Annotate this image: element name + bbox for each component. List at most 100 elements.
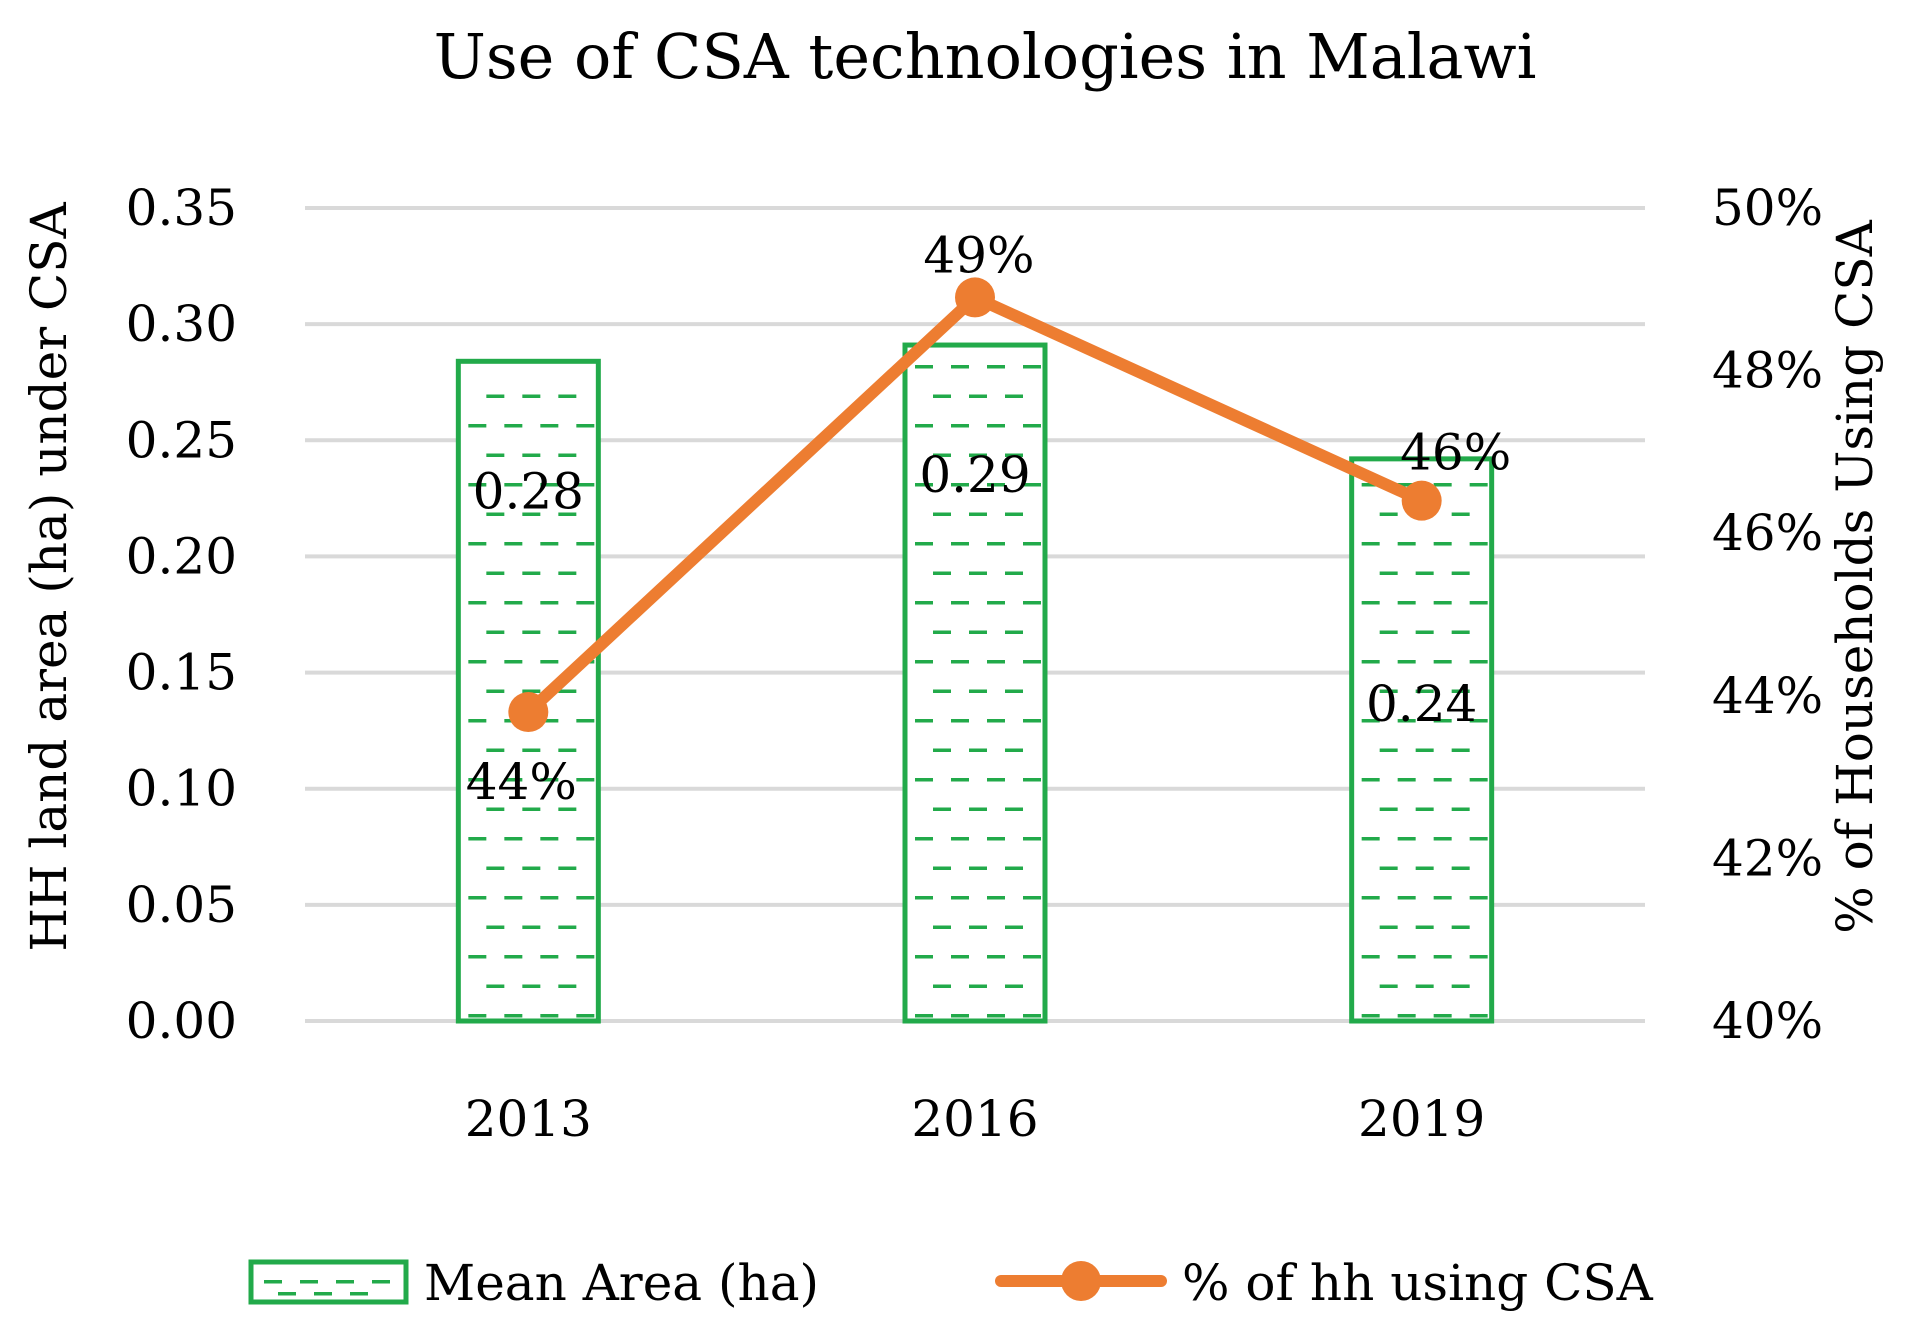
bar-dash xyxy=(1451,925,1470,929)
bar-dash xyxy=(987,1014,1005,1018)
bar-dash xyxy=(1469,719,1488,723)
x-tick-label: 2013 xyxy=(465,1090,592,1148)
line-point[interactable] xyxy=(1401,480,1442,521)
bar-dash xyxy=(915,837,933,841)
bar-dash xyxy=(1379,866,1398,870)
left-axis-label: HH land area (ha) under CSA xyxy=(20,201,78,951)
bar-dash xyxy=(1361,837,1380,841)
legend-item-line[interactable]: % of hh using CSA xyxy=(995,1254,1654,1312)
bar-dash xyxy=(1023,424,1041,428)
bar-dash xyxy=(1451,984,1470,988)
bar-dash xyxy=(933,807,951,811)
bar-dash xyxy=(1379,748,1398,752)
bar-dash xyxy=(576,778,595,782)
bar-dash xyxy=(1361,483,1380,487)
bar[interactable] xyxy=(902,342,1048,1024)
bar-dash xyxy=(1005,571,1023,575)
line-series xyxy=(508,277,1442,733)
line-point[interactable] xyxy=(955,277,995,318)
legend-swatch-dash xyxy=(372,1280,390,1284)
bar-dash xyxy=(1415,925,1434,929)
bar-dash xyxy=(1379,630,1398,634)
bar-dash xyxy=(1361,1014,1380,1018)
left-tick-label: 0.35 xyxy=(126,179,237,237)
bar-dash xyxy=(933,748,951,752)
right-axis-label: % of Households Using CSA xyxy=(1826,219,1884,933)
bar-dash xyxy=(468,660,487,664)
bar-dash xyxy=(969,984,987,988)
bar-dash xyxy=(486,925,505,929)
bar[interactable] xyxy=(1349,456,1495,1024)
bar-dash xyxy=(1023,896,1041,900)
bar-dash xyxy=(987,719,1005,723)
bar-outline xyxy=(455,358,601,1024)
legend-line-marker xyxy=(1061,1261,1101,1301)
bar-dash xyxy=(540,1014,559,1018)
right-tick-label: 42% xyxy=(1712,829,1823,887)
bar-dash xyxy=(1005,630,1023,634)
bar-dash xyxy=(933,571,951,575)
bar-dash xyxy=(1379,571,1398,575)
bar-dash xyxy=(951,601,969,605)
bar-dash xyxy=(522,512,541,516)
bar-dash xyxy=(504,483,523,487)
bar-dash xyxy=(558,630,577,634)
bar-dash xyxy=(504,660,523,664)
bar-dash xyxy=(1415,748,1434,752)
bar-dash xyxy=(1397,542,1416,546)
bar-dash xyxy=(540,778,559,782)
bar-dash xyxy=(969,512,987,516)
bar-dash xyxy=(933,925,951,929)
bar-dash xyxy=(540,601,559,605)
bar-dash xyxy=(558,453,577,457)
bar-dash xyxy=(1005,807,1023,811)
bar-dash xyxy=(951,778,969,782)
line-data-label: 46% xyxy=(1400,424,1511,482)
bar-dash xyxy=(1361,601,1380,605)
bar-dash xyxy=(1469,1014,1488,1018)
bar-dash xyxy=(1433,837,1452,841)
bar-dash xyxy=(1469,542,1488,546)
bar-dash xyxy=(987,601,1005,605)
bar-data-label: 0.24 xyxy=(1366,675,1477,733)
line-point[interactable] xyxy=(508,692,549,733)
bar-dash xyxy=(1433,483,1452,487)
right-tick-label: 50% xyxy=(1712,179,1823,237)
bar-dash xyxy=(915,424,933,428)
bar-dash xyxy=(951,660,969,664)
bar-dash xyxy=(1451,689,1470,693)
bar-dash xyxy=(504,542,523,546)
bar-dash xyxy=(468,837,487,841)
bar-dash xyxy=(540,719,559,723)
bar-dash xyxy=(486,512,505,516)
bar-dash xyxy=(1433,778,1452,782)
bar-dash xyxy=(486,866,505,870)
bar-dash xyxy=(504,424,523,428)
bar-dash xyxy=(1415,984,1434,988)
bar-dash xyxy=(486,984,505,988)
bar-dash xyxy=(468,542,487,546)
bar-dash xyxy=(1415,630,1434,634)
legend-swatch-dash xyxy=(350,1292,368,1296)
bar-dash xyxy=(1005,984,1023,988)
bar-dash xyxy=(915,955,933,959)
bar-dash xyxy=(969,571,987,575)
right-tick-label: 44% xyxy=(1712,667,1823,725)
bar-dash xyxy=(915,778,933,782)
bar-dash xyxy=(1397,601,1416,605)
bar-dash xyxy=(504,778,523,782)
bar-dash xyxy=(987,542,1005,546)
bar[interactable] xyxy=(455,358,601,1024)
bar-dash xyxy=(987,660,1005,664)
right-axis-ticks: 40% 42% 44% 46% 48% 50% xyxy=(1712,179,1823,1050)
bar-dash xyxy=(468,601,487,605)
legend-item-bar[interactable]: Mean Area (ha) xyxy=(248,1254,819,1312)
bar-dash xyxy=(1469,778,1488,782)
bar-dash xyxy=(915,365,933,369)
bar-dash xyxy=(969,925,987,929)
bar-dash xyxy=(522,689,541,693)
bar-dash xyxy=(1379,984,1398,988)
bar-dash xyxy=(504,837,523,841)
bar-dash xyxy=(1379,925,1398,929)
bar-outline xyxy=(1349,456,1495,1024)
